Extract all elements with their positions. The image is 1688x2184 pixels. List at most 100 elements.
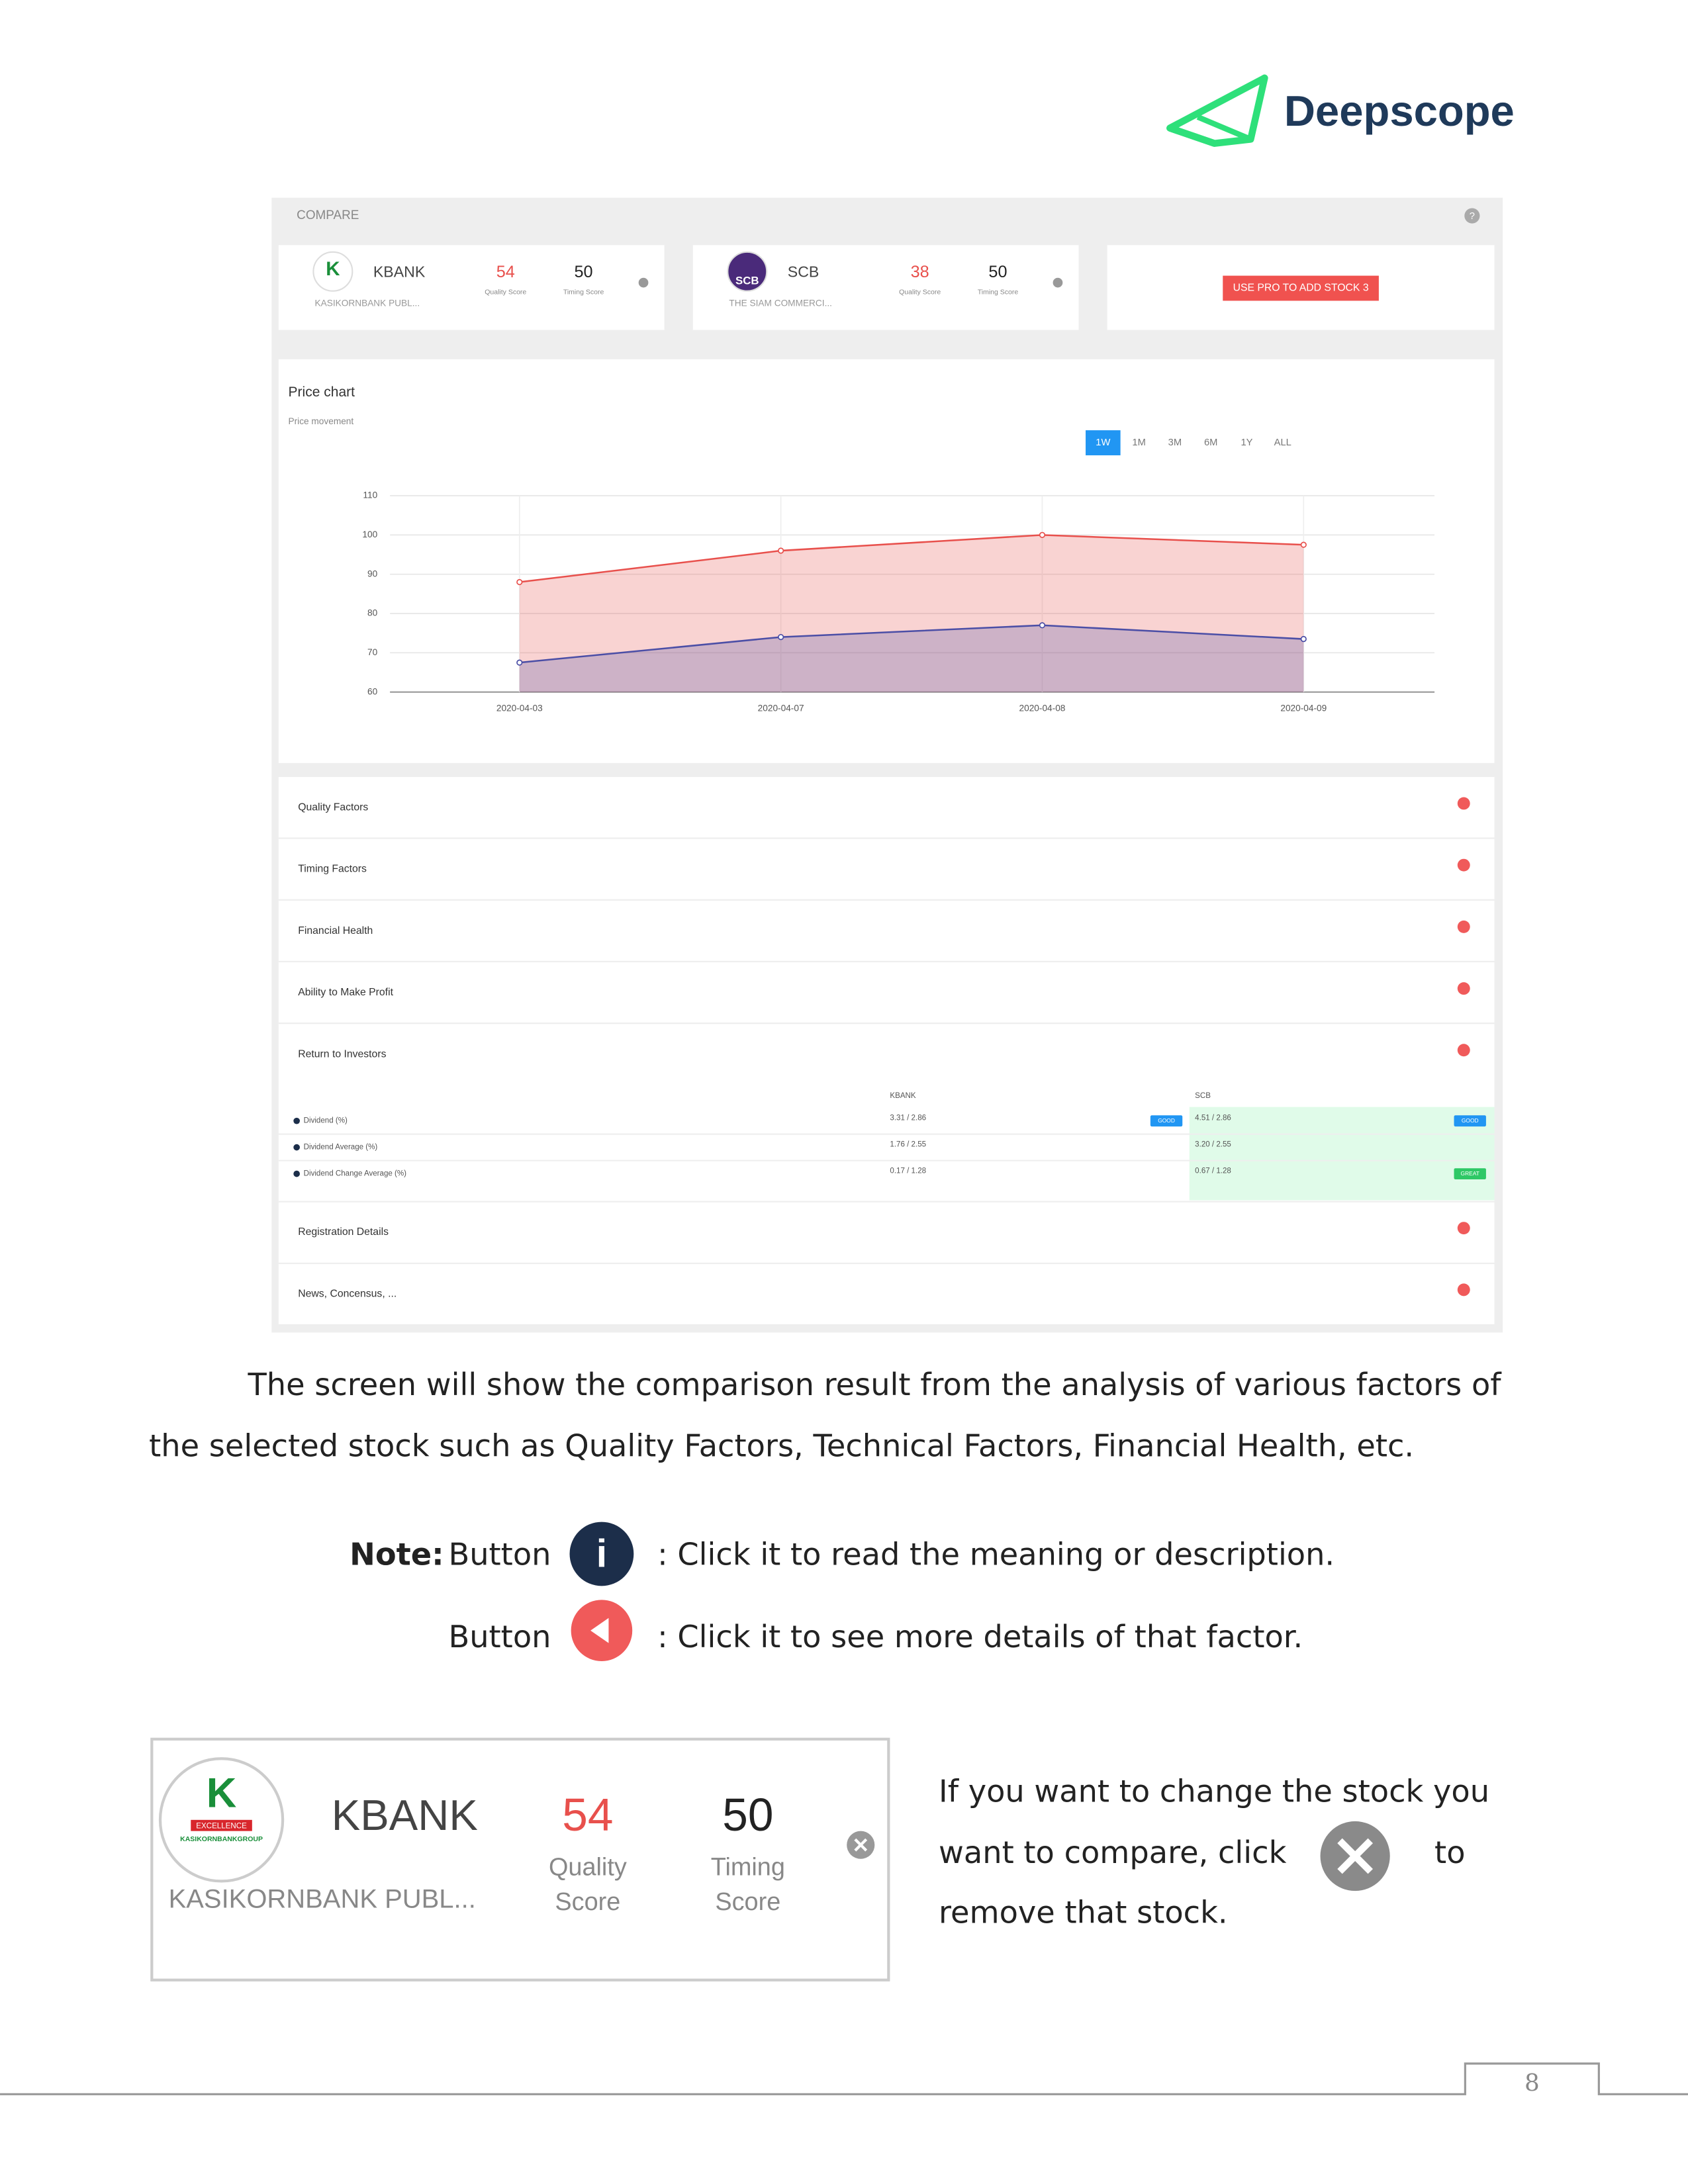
factor-label: Timing Factors <box>298 864 367 875</box>
row-value: 3.20 / 2.55 <box>1195 1140 1231 1148</box>
badge <box>1150 1115 1183 1127</box>
note-text: : Click it to see more details of that f… <box>657 1619 1303 1655</box>
note-label: Note: <box>350 1537 444 1572</box>
score-label: Timing Score <box>563 289 604 296</box>
area <box>519 625 1304 692</box>
score-label: Quality Score <box>485 289 526 296</box>
footer-rule <box>0 2062 1688 2095</box>
ticker: KBANK <box>332 1791 478 1839</box>
page-number: 8 <box>1524 2070 1540 2097</box>
expand-icon[interactable] <box>1457 1222 1470 1235</box>
card-frame <box>150 1737 890 1981</box>
brand-logo: Deepscope <box>1166 74 1515 147</box>
row-value: 4.51 / 2.86 <box>1195 1115 1231 1122</box>
score-label: Quality Score <box>899 289 941 296</box>
remove-icon-cross <box>1337 1838 1374 1874</box>
badge-label: GOOD <box>1462 1117 1479 1124</box>
range-label[interactable]: 1M <box>1132 437 1145 448</box>
brand-name: Deepscope <box>1284 87 1515 135</box>
factor-label: News, Concensus, ... <box>298 1288 397 1299</box>
expand-icon[interactable] <box>1457 1283 1470 1297</box>
example-card: K EXCELLENCE KASIKORNBANKGROUP KBANK KAS… <box>150 1737 890 1981</box>
factor-label: Ability to Make Profit <box>298 987 393 998</box>
ticker: SCB <box>788 263 820 280</box>
remove-icon[interactable] <box>1053 277 1063 288</box>
row-value: 3.31 / 2.86 <box>890 1115 926 1122</box>
info-icon-label: i <box>596 1533 607 1576</box>
bank-logo-band <box>191 1819 252 1831</box>
factor-label: Return to Investors <box>298 1048 386 1060</box>
x-tick-label: 2020-04-09 <box>1280 704 1327 713</box>
chart-panel <box>278 359 1495 763</box>
badge-label: GOOD <box>1158 1117 1175 1124</box>
factor-label: Financial Health <box>298 925 373 936</box>
expand-icon[interactable] <box>1457 797 1470 810</box>
bank-logo-text: EXCELLENCE <box>196 1822 247 1830</box>
row-label: Dividend (%) <box>304 1117 348 1125</box>
paragraph-line: The screen will show the comparison resu… <box>248 1367 1503 1402</box>
company-name: KASIKORNBANK PUBL... <box>315 298 420 308</box>
point <box>516 578 523 586</box>
point <box>1300 635 1307 643</box>
range-label[interactable]: 1W <box>1096 437 1110 448</box>
x-tick-label: 2020-04-03 <box>496 704 543 713</box>
bank-logo-text: KASIKORNBANKGROUP <box>180 1835 263 1843</box>
row-label: Dividend Change Average (%) <box>304 1170 406 1178</box>
quality-score: 54 <box>562 1789 613 1841</box>
stock-logo <box>727 251 768 292</box>
company-name: KASIKORNBANK PUBL... <box>169 1884 476 1913</box>
help-icon[interactable] <box>1464 208 1480 224</box>
paragraph-line: remove that stock. <box>939 1894 1228 1930</box>
expand-icon-arrow <box>590 1617 609 1643</box>
y-tick-label: 100 <box>362 529 377 539</box>
range-label[interactable]: 6M <box>1204 437 1217 448</box>
info-dot[interactable] <box>293 1117 300 1124</box>
range-label[interactable]: 1Y <box>1241 437 1252 448</box>
line <box>519 534 1304 583</box>
point <box>777 633 784 641</box>
remove-icon-cross <box>854 1838 868 1852</box>
note-text: : Click it to read the meaning or descri… <box>657 1537 1335 1572</box>
note-prefix: Button <box>448 1537 551 1572</box>
table-header: SCB <box>1195 1092 1211 1100</box>
expand-icon[interactable] <box>1457 982 1470 995</box>
score-label: Score <box>715 1888 780 1916</box>
badge <box>1454 1168 1486 1180</box>
quality-score: 38 <box>911 263 929 281</box>
expand-icon[interactable] <box>1457 920 1470 933</box>
pro-button[interactable] <box>1223 275 1379 301</box>
badge <box>1454 1115 1486 1127</box>
pro-button-label: USE PRO TO ADD STOCK 3 <box>1233 283 1369 294</box>
row-value: 0.17 / 1.28 <box>890 1167 926 1175</box>
stock-logo <box>312 251 353 292</box>
row-value: 0.67 / 1.28 <box>1195 1167 1231 1175</box>
highlight <box>1189 1107 1495 1201</box>
remove-icon[interactable] <box>638 277 649 288</box>
factor-label: Registration Details <box>298 1226 389 1238</box>
note-prefix: Button <box>448 1619 551 1655</box>
stock-logo-text: K <box>326 258 340 280</box>
point <box>1039 531 1046 538</box>
line <box>519 624 1304 664</box>
chart-subtitle: Price movement <box>289 416 354 426</box>
logo-icon <box>1168 124 1216 147</box>
y-tick-label: 110 <box>363 490 377 500</box>
x-tick-label: 2020-04-08 <box>1019 704 1066 713</box>
expand-icon[interactable] <box>1457 1044 1470 1057</box>
help-icon-label: ? <box>1470 211 1475 222</box>
y-tick-label: 70 <box>367 647 378 657</box>
info-dot[interactable] <box>293 1144 300 1151</box>
range-label[interactable]: 3M <box>1168 437 1182 448</box>
info-dot[interactable] <box>293 1170 300 1177</box>
expand-icon[interactable] <box>1457 858 1470 872</box>
bank-logo-letter: K <box>207 1770 237 1817</box>
range-button[interactable] <box>1086 430 1121 455</box>
range-label[interactable]: ALL <box>1274 437 1291 448</box>
ticker: KBANK <box>373 263 426 280</box>
point <box>1039 622 1046 629</box>
factor-label: Quality Factors <box>298 801 368 813</box>
paragraph-line: want to compare, click <box>939 1835 1287 1870</box>
info-icon <box>569 1522 634 1586</box>
